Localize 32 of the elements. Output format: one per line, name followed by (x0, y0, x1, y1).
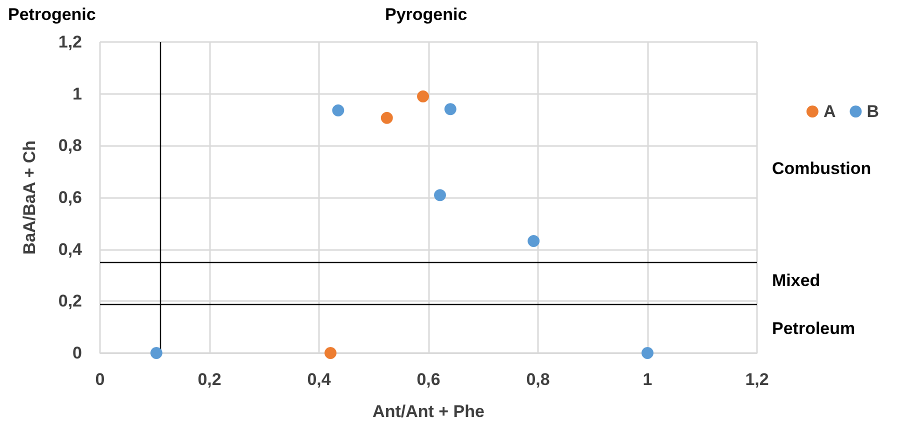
text: Petrogenic (8, 5, 96, 24)
x-tick-label: 0,4 (307, 370, 332, 389)
text: Combustion (772, 159, 872, 178)
point (380, 112, 393, 124)
point (642, 347, 654, 359)
legend-label: A (823, 102, 836, 121)
y-tick-label: 1,2 (58, 32, 82, 52)
point (528, 235, 540, 248)
x-tick-label: 1,2 (745, 370, 769, 389)
y-tick-label: 0,6 (58, 188, 82, 207)
point (417, 90, 430, 102)
y-tick-label: 0 (72, 344, 82, 362)
x-tick-label: 1 (642, 370, 652, 389)
text: Pyrogenic (385, 5, 468, 24)
point (332, 104, 344, 116)
x-tick-label: 0 (95, 370, 105, 389)
point (434, 189, 446, 202)
point (444, 103, 456, 116)
legend-label: B (866, 102, 880, 121)
text: Mixed (772, 271, 820, 290)
y-tick-label: 1 (72, 84, 82, 104)
y-axis-title: BaA/BaA + Ch (20, 140, 39, 255)
x-tick-label: 0,2 (198, 370, 222, 389)
x-axis-title: Ant/Ant + Phe (372, 402, 484, 421)
x-tick-label: 0,6 (416, 370, 440, 389)
x-tick-label: 0,8 (526, 370, 550, 389)
text: Petroleum (772, 319, 856, 338)
point (324, 347, 336, 359)
y-tick-label: 0,8 (58, 136, 82, 156)
y-tick-label: 0,4 (58, 240, 83, 259)
point (150, 347, 162, 359)
y-tick-label: 0,2 (58, 292, 82, 311)
